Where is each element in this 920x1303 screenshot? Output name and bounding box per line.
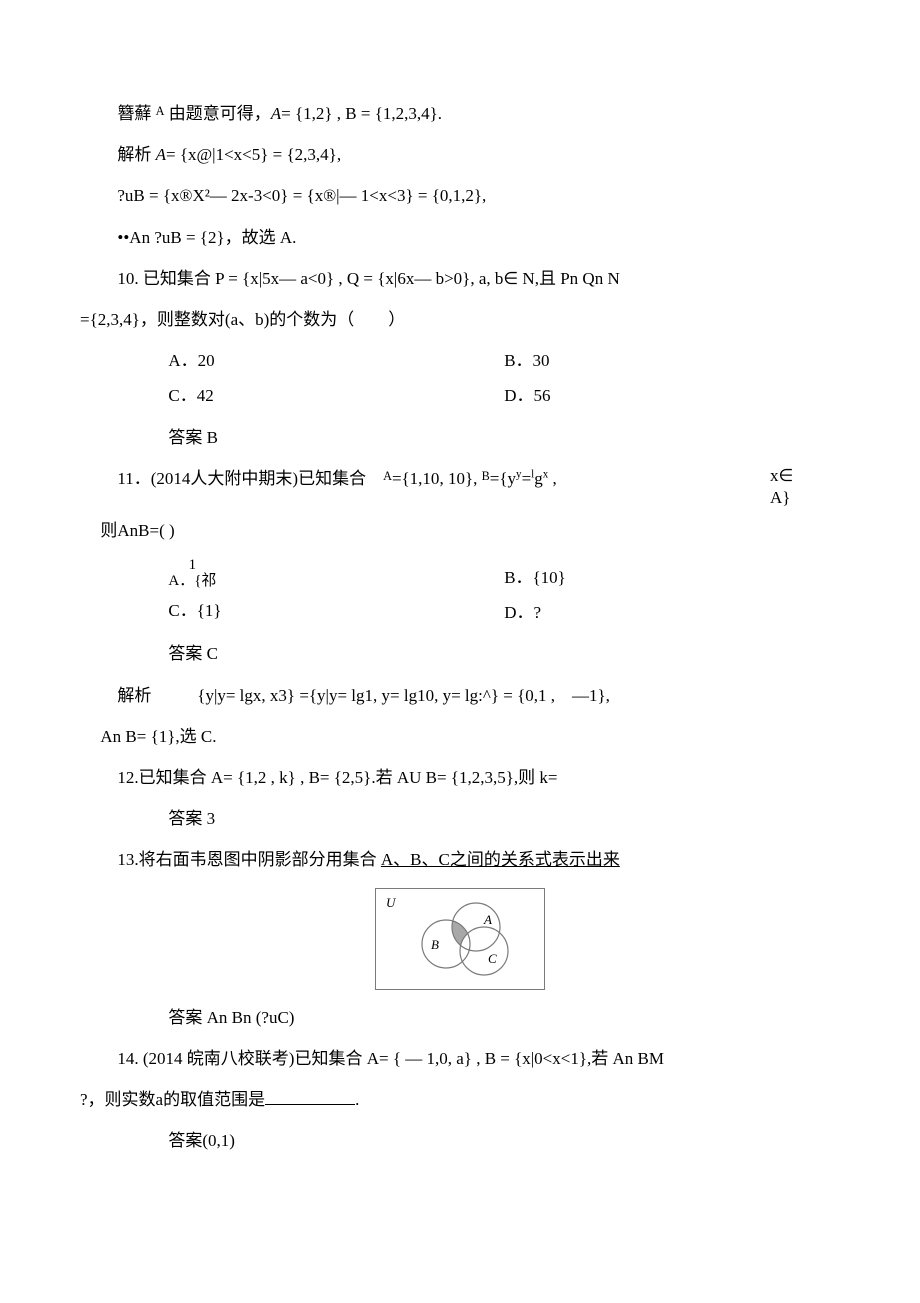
q13-stem: 13.将右面韦恩图中阴影部分用集合 A、B、C之间的关系式表示出来	[80, 846, 840, 873]
q11-mid2: , 10},	[439, 469, 481, 488]
q11-anb: 则AnB=( )	[80, 517, 840, 544]
l1-tail: = {1,2} , B = {1,2,3,4}.	[281, 104, 442, 123]
q14-line2: ?，则实数a的取值范围是.	[80, 1086, 840, 1113]
q10-opt-a: A．20	[168, 347, 504, 374]
q11-col-left: 1 A．{祁 C．{1}	[168, 558, 504, 634]
q11-options: 1 A．{祁 C．{1} B．{10} D．?	[80, 558, 840, 634]
q10-opt-d: D．56	[504, 382, 840, 409]
q11-mid3: ={y	[490, 469, 516, 488]
q14-answer: 答案(0,1)	[80, 1127, 840, 1154]
q11-exp: 解析 {y|y= lgx, x3} ={y|y= lg1, y= lg10, y…	[80, 682, 840, 709]
q10-opt-c: C．42	[168, 382, 504, 409]
l1-rest: 由题意可得，	[164, 104, 270, 123]
q12-answer: 答案 3	[80, 805, 840, 832]
q11-exp-body: {y|y= lgx, x3} ={y|y= lg1, y= lg10, y= l…	[197, 686, 610, 705]
line-2: 解析 A= {x@|1<x<5} = {2,3,4},	[80, 141, 840, 168]
q11-exp-label: 解析	[117, 686, 151, 705]
q11-opt-a-top: 1	[168, 558, 216, 573]
line-3: ?uB = {x®X²— 2x-3<0} = {x®|— 1<x<3} = {0…	[80, 182, 840, 209]
q13-underline: A、B、C之间的关系式表示出来	[381, 850, 620, 869]
q10-answer: 答案 B	[80, 424, 840, 451]
q11-mid4: =	[522, 469, 532, 488]
q11-stem-row: 11．(2014人大附中期末)已知集合 A={1,10, 10}, B={yy=…	[80, 465, 840, 509]
q11-opt-d: D．?	[504, 599, 840, 626]
venn-container: U A B C	[80, 888, 840, 990]
venn-frame: U A B C	[375, 888, 545, 990]
l1-prefix: 簪蘚	[117, 104, 155, 123]
line-4: ••An ?uB = {2}，故选 A.	[80, 224, 840, 251]
q11-mid6: ,	[548, 469, 557, 488]
q11-opt-a-stack: 1 A．{祁	[168, 558, 216, 589]
q11-opt-a-bot: A．{祁	[168, 574, 216, 589]
q11-sup1: A	[383, 469, 392, 483]
l1-ital: A	[271, 104, 281, 123]
l2-rest: = {x@|1<x<5} = {2,3,4},	[166, 145, 341, 164]
l2-prefix: 解析	[117, 145, 155, 164]
l2-ital: A	[156, 145, 166, 164]
q11-sup2: B	[482, 469, 490, 483]
q11-side: x∈ A}	[762, 465, 840, 509]
q11-opt-a: 1 A．{祁	[168, 558, 504, 589]
q14-line1: 14. (2014 皖南八校联考)已知集合 A= { — 1,0, a} , B…	[80, 1045, 840, 1072]
q11-prefix: 11．(2014人大附中期末)已知集合	[117, 469, 383, 488]
q10-stem-2: ={2,3,4}，则整数对(a、b)的个数为（ ）	[80, 306, 840, 333]
q11-stem-main: 11．(2014人大附中期末)已知集合 A={1,10, 10}, B={yy=…	[80, 465, 762, 492]
q13-prefix: 13.将右面韦恩图中阴影部分用集合	[117, 850, 381, 869]
q12-line1: 12.已知集合 A= {1,2 , k} , B= {2,5}.若 AU B= …	[80, 764, 840, 791]
q11-exp-tail: An B= {1},选 C.	[80, 723, 840, 750]
venn-diagram-icon: U A B C	[376, 889, 544, 989]
q11-opt-c: C．{1}	[168, 597, 504, 624]
q13-answer: 答案 An Bn (?uC)	[80, 1004, 840, 1031]
q10-stem-1: 10. 已知集合 P = {x|5x— a<0} , Q = {x|6x— b>…	[80, 265, 840, 292]
blank-line	[265, 1087, 355, 1105]
q11-side-bot: A}	[770, 487, 840, 509]
line-1: 簪蘚 A 由题意可得，A= {1,2} , B = {1,2,3,4}.	[80, 100, 840, 127]
q10-col-right: B．30 D．56	[504, 347, 840, 417]
q10-col-left: A．20 C．42	[168, 347, 504, 417]
q11-side-top: x∈	[770, 465, 840, 487]
venn-label-c: C	[488, 951, 497, 966]
venn-label-b: B	[431, 937, 439, 952]
venn-label-u: U	[386, 895, 397, 910]
q14-line2-prefix: ?，则实数a的取值范围是	[80, 1090, 265, 1109]
q10-opt-b: B．30	[504, 347, 840, 374]
q10-options: A．20 C．42 B．30 D．56	[80, 347, 840, 417]
q11-col-right: B．{10} D．?	[504, 558, 840, 634]
q11-mid5: g	[534, 469, 543, 488]
q11-mid1: ={1,10	[392, 469, 440, 488]
venn-label-a: A	[483, 912, 492, 927]
q11-answer: 答案 C	[80, 640, 840, 667]
q11-opt-b: B．{10}	[504, 564, 840, 591]
q14-line2-suffix: .	[355, 1090, 359, 1109]
